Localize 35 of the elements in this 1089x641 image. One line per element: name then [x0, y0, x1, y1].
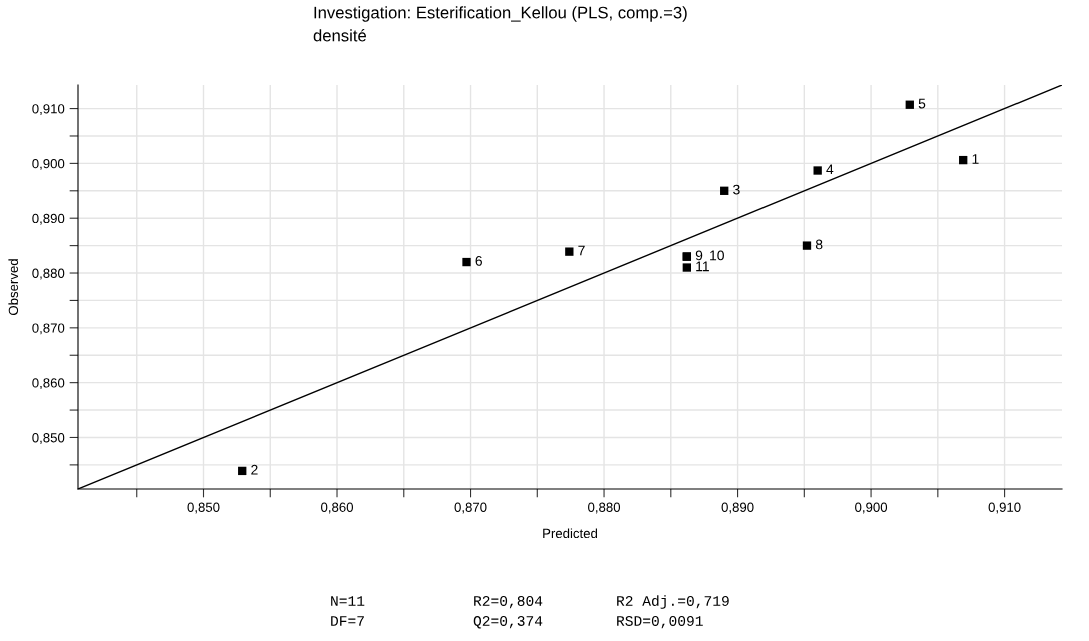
y-axis-title: Observed: [8, 259, 19, 315]
annotation: 8: [815, 239, 823, 250]
text: RSD=0,0091: [617, 616, 703, 629]
x-tick-label: 0,850: [187, 502, 220, 514]
text: R2=0,804: [474, 596, 543, 609]
text: Q2=0,374: [473, 616, 543, 629]
annotation: 7: [578, 245, 585, 256]
y-tick-label: 0,890: [32, 213, 65, 225]
annotation: 6: [475, 255, 482, 266]
y-tick-label: 0,900: [32, 158, 65, 170]
annotation: 1: [972, 154, 979, 164]
annotation: 2: [251, 464, 258, 475]
y-tick-label: 0,860: [32, 378, 65, 390]
text: R2 Adj.=0,719: [617, 595, 729, 609]
x-tick-label: 0,860: [321, 502, 354, 514]
text: DF=7: [331, 616, 364, 626]
x-tick-label: 0,870: [454, 502, 487, 514]
y-tick-label: 0,870: [32, 323, 65, 335]
annotation: 10: [710, 250, 724, 261]
y-tick-label: 0,910: [32, 104, 65, 116]
x-axis-title: Predicted: [543, 528, 598, 539]
x-tick-label: 0,910: [988, 502, 1021, 514]
annotation: 9: [695, 250, 703, 261]
annotation: 3: [733, 184, 740, 195]
x-tick-label: 0,890: [721, 502, 754, 514]
annotation: 11: [696, 261, 709, 272]
text: N=11: [331, 596, 365, 606]
chart-subtitle: densité: [313, 29, 366, 42]
x-tick-label: 0,900: [855, 502, 888, 514]
annotation: 5: [918, 98, 926, 109]
x-tick-label: 0,880: [588, 502, 621, 514]
y-tick-label: 0,850: [32, 433, 65, 444]
y-tick-label: 0,880: [32, 268, 65, 280]
chart-title: Investigation: Esterification_Kellou (PLS, comp.=3): [314, 6, 687, 22]
annotation: 4: [826, 164, 834, 175]
